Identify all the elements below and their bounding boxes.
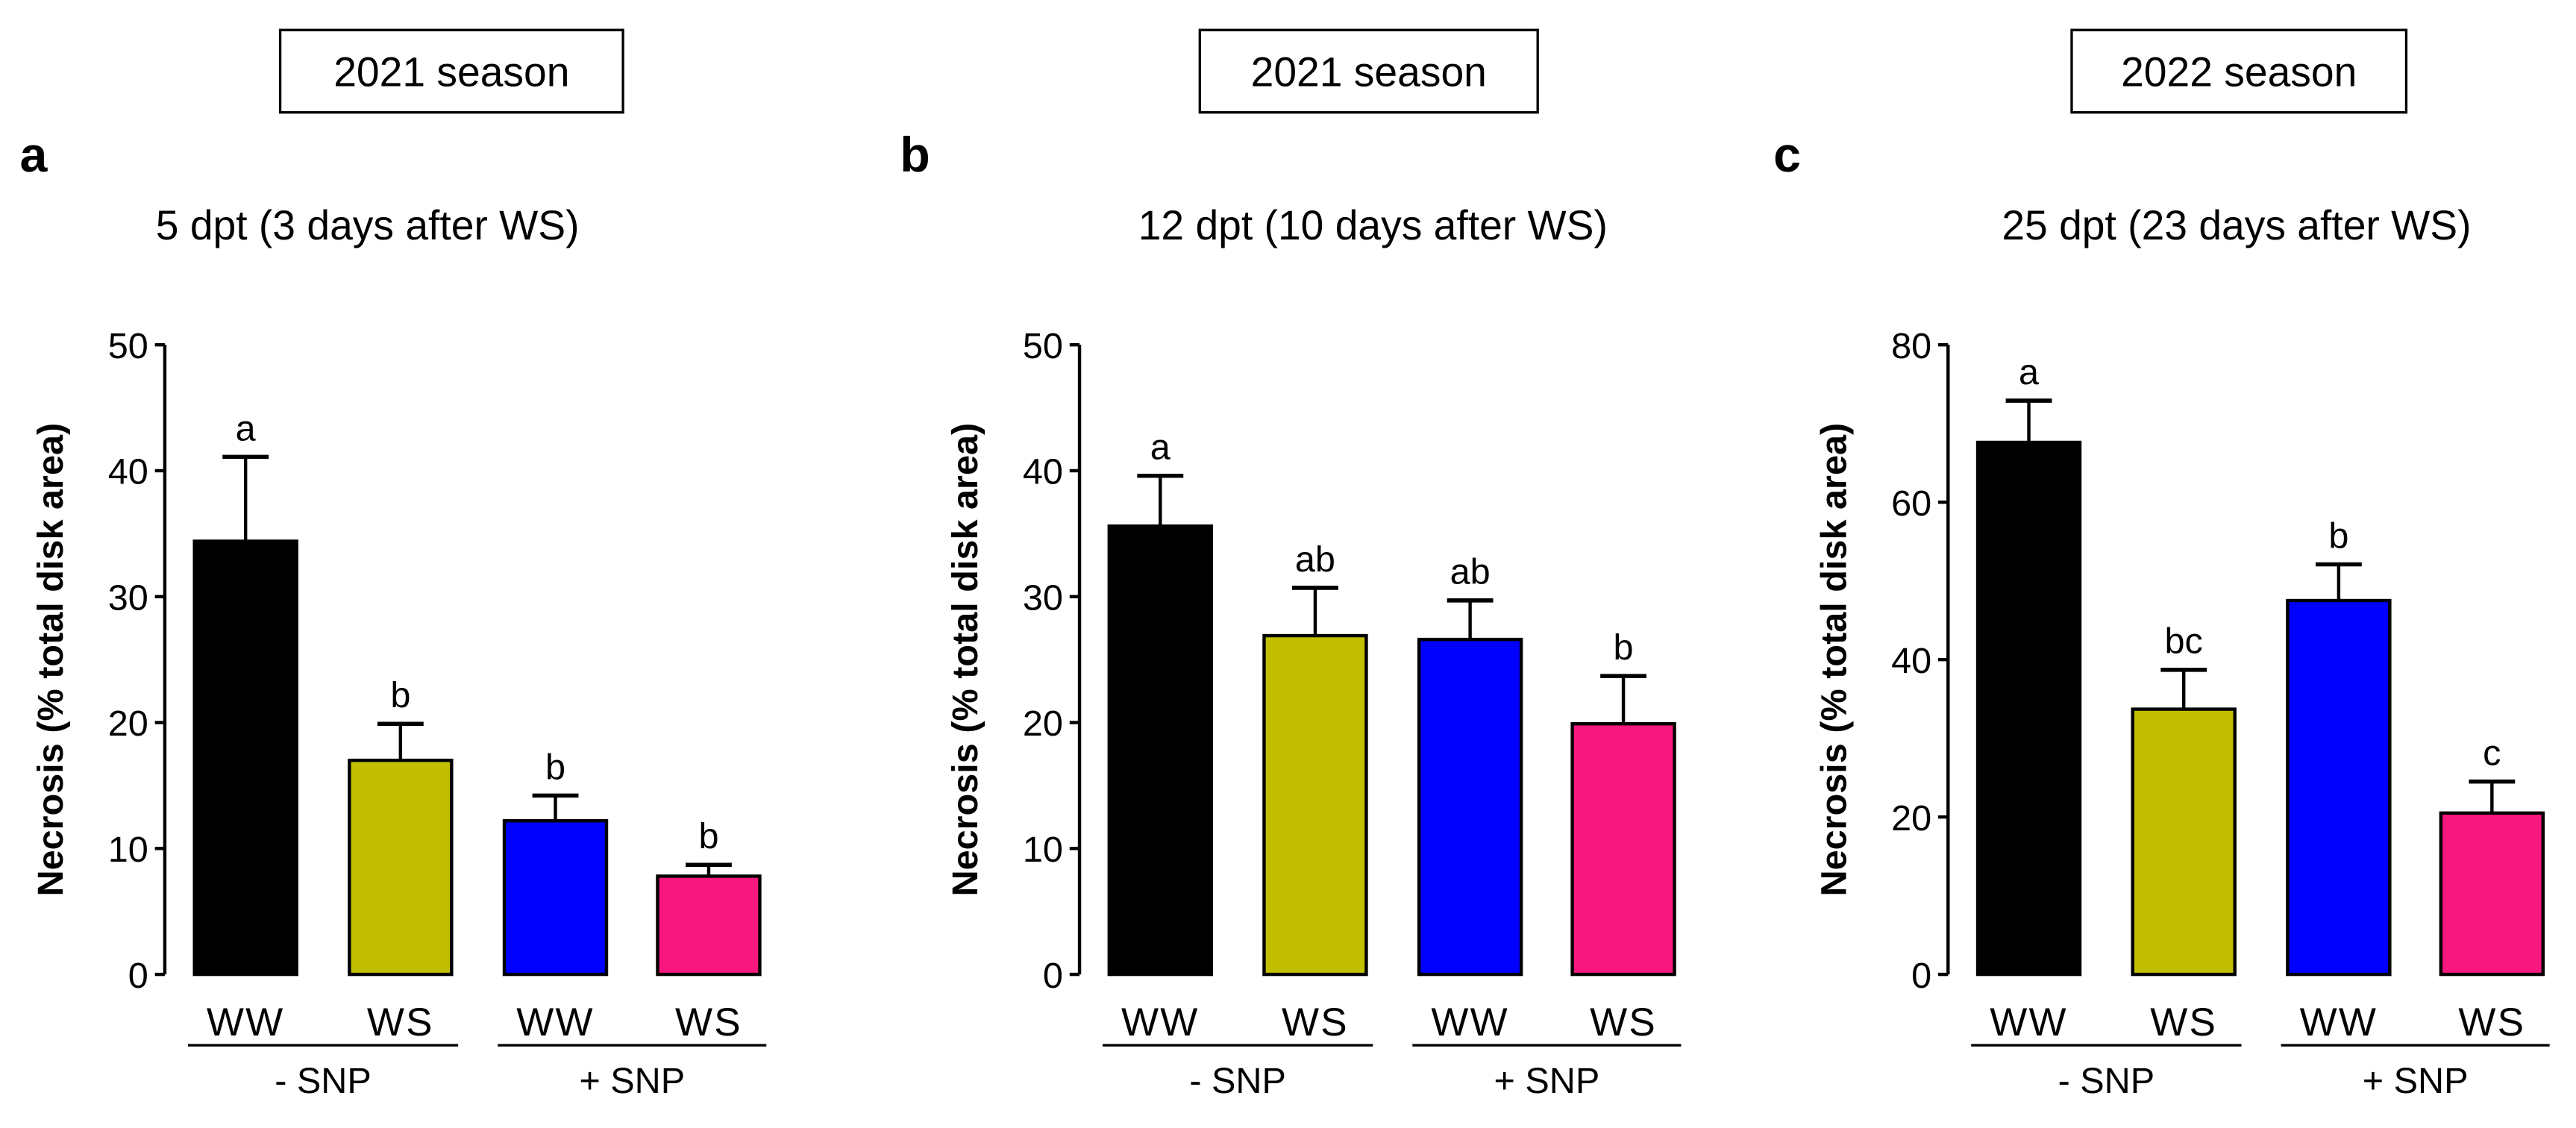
panel-title: 5 dpt (3 days after WS) (156, 202, 580, 248)
x-category-label: WW (1990, 1000, 2067, 1044)
group-label: + SNP (2363, 1061, 2469, 1101)
y-tick-label: 40 (108, 452, 148, 492)
season-label: 2021 season (1251, 48, 1487, 95)
bar-ww-plus-snp (2286, 598, 2392, 977)
bar-ww-plus-snp (1417, 637, 1523, 977)
bar-ws-minus-snp (2131, 707, 2237, 977)
season-label: 2022 season (2121, 48, 2357, 95)
panel-title: 12 dpt (10 days after WS) (1138, 202, 1608, 248)
y-tick-label: 20 (1023, 704, 1063, 744)
season-box (1198, 28, 1539, 114)
panel-a: 2021 season a 5 dpt (3 days after WS) Necro… (20, 28, 767, 1101)
significance-letter: b (698, 816, 718, 856)
y-tick-label: 60 (1891, 483, 1931, 524)
group-label: - SNP (2058, 1061, 2155, 1101)
y-tick-label: 30 (108, 577, 148, 618)
significance-letter: a (2019, 352, 2040, 392)
bar-ws-plus-snp (2439, 811, 2545, 977)
significance-letter: c (2483, 733, 2501, 774)
panel-letter: a (20, 128, 48, 183)
y-tick-label: 30 (1023, 577, 1063, 618)
season-box (2070, 28, 2408, 114)
x-category-label: WW (2300, 1000, 2378, 1044)
y-tick-label: 10 (1023, 830, 1063, 870)
x-category-label: WS (675, 1000, 742, 1044)
x-category-label: WW (1431, 1000, 1509, 1044)
x-category-label: WS (1282, 1000, 1349, 1044)
y-tick-label: 40 (1023, 452, 1063, 492)
y-tick-label: 0 (128, 956, 148, 996)
bar-ww-minus-snp (1107, 524, 1213, 977)
bar-ww-plus-snp (502, 818, 609, 977)
group-label: + SNP (579, 1061, 685, 1101)
x-category-label: WW (516, 1000, 595, 1044)
significance-letter: a (236, 408, 257, 448)
significance-letter: ab (1450, 552, 1491, 592)
x-category-label: WS (2150, 1000, 2217, 1044)
y-axis-label: Necrosis (% total disk area) (945, 423, 985, 897)
significance-letter: ab (1295, 539, 1335, 580)
y-tick-label: 50 (108, 326, 148, 366)
x-category-label: WW (1121, 1000, 1200, 1044)
bar-ws-plus-snp (656, 874, 762, 977)
panel-title: 25 dpt (23 days after WS) (2002, 202, 2471, 248)
x-category-label: WS (367, 1000, 434, 1044)
y-tick-label: 50 (1023, 326, 1063, 366)
x-category-label: WS (1590, 1000, 1657, 1044)
significance-letter: b (1614, 627, 1634, 668)
x-category-label: WS (2458, 1000, 2525, 1044)
y-tick-label: 20 (1891, 798, 1931, 839)
group-label: - SNP (275, 1061, 372, 1101)
panel-c: 2022 season c 25 dpt (23 days after WS) Nec… (1773, 28, 2550, 1101)
significance-letter: b (390, 675, 410, 715)
y-tick-label: 0 (1043, 956, 1063, 996)
bar-ws-minus-snp (1262, 633, 1368, 977)
x-category-label: WW (207, 1000, 284, 1044)
panel-letter: b (900, 128, 930, 183)
y-tick-label: 10 (108, 830, 148, 870)
bar-ws-plus-snp (1570, 722, 1676, 977)
season-label: 2021 season (333, 48, 569, 95)
y-tick-label: 20 (108, 704, 148, 744)
significance-letter: a (1150, 427, 1171, 468)
y-axis-label: Necrosis (% total disk area) (31, 423, 71, 897)
season-box (278, 28, 624, 114)
bar-ws-minus-snp (348, 758, 454, 977)
significance-letter: b (545, 747, 565, 787)
group-label: + SNP (1494, 1061, 1599, 1101)
y-tick-label: 80 (1891, 326, 1931, 366)
group-label: - SNP (1189, 1061, 1286, 1101)
y-tick-label: 40 (1891, 641, 1931, 681)
y-axis-label: Necrosis (% total disk area) (1814, 423, 1854, 897)
bar-ww-minus-snp (192, 539, 298, 977)
significance-letter: b (2328, 516, 2348, 556)
significance-letter: bc (2165, 621, 2203, 662)
panel-letter: c (1773, 128, 1801, 183)
y-tick-label: 0 (1911, 956, 1931, 996)
panel-b: 2021 season b 12 dpt (10 days after WS) Nec… (900, 28, 1682, 1101)
bar-ww-minus-snp (1975, 440, 2082, 977)
